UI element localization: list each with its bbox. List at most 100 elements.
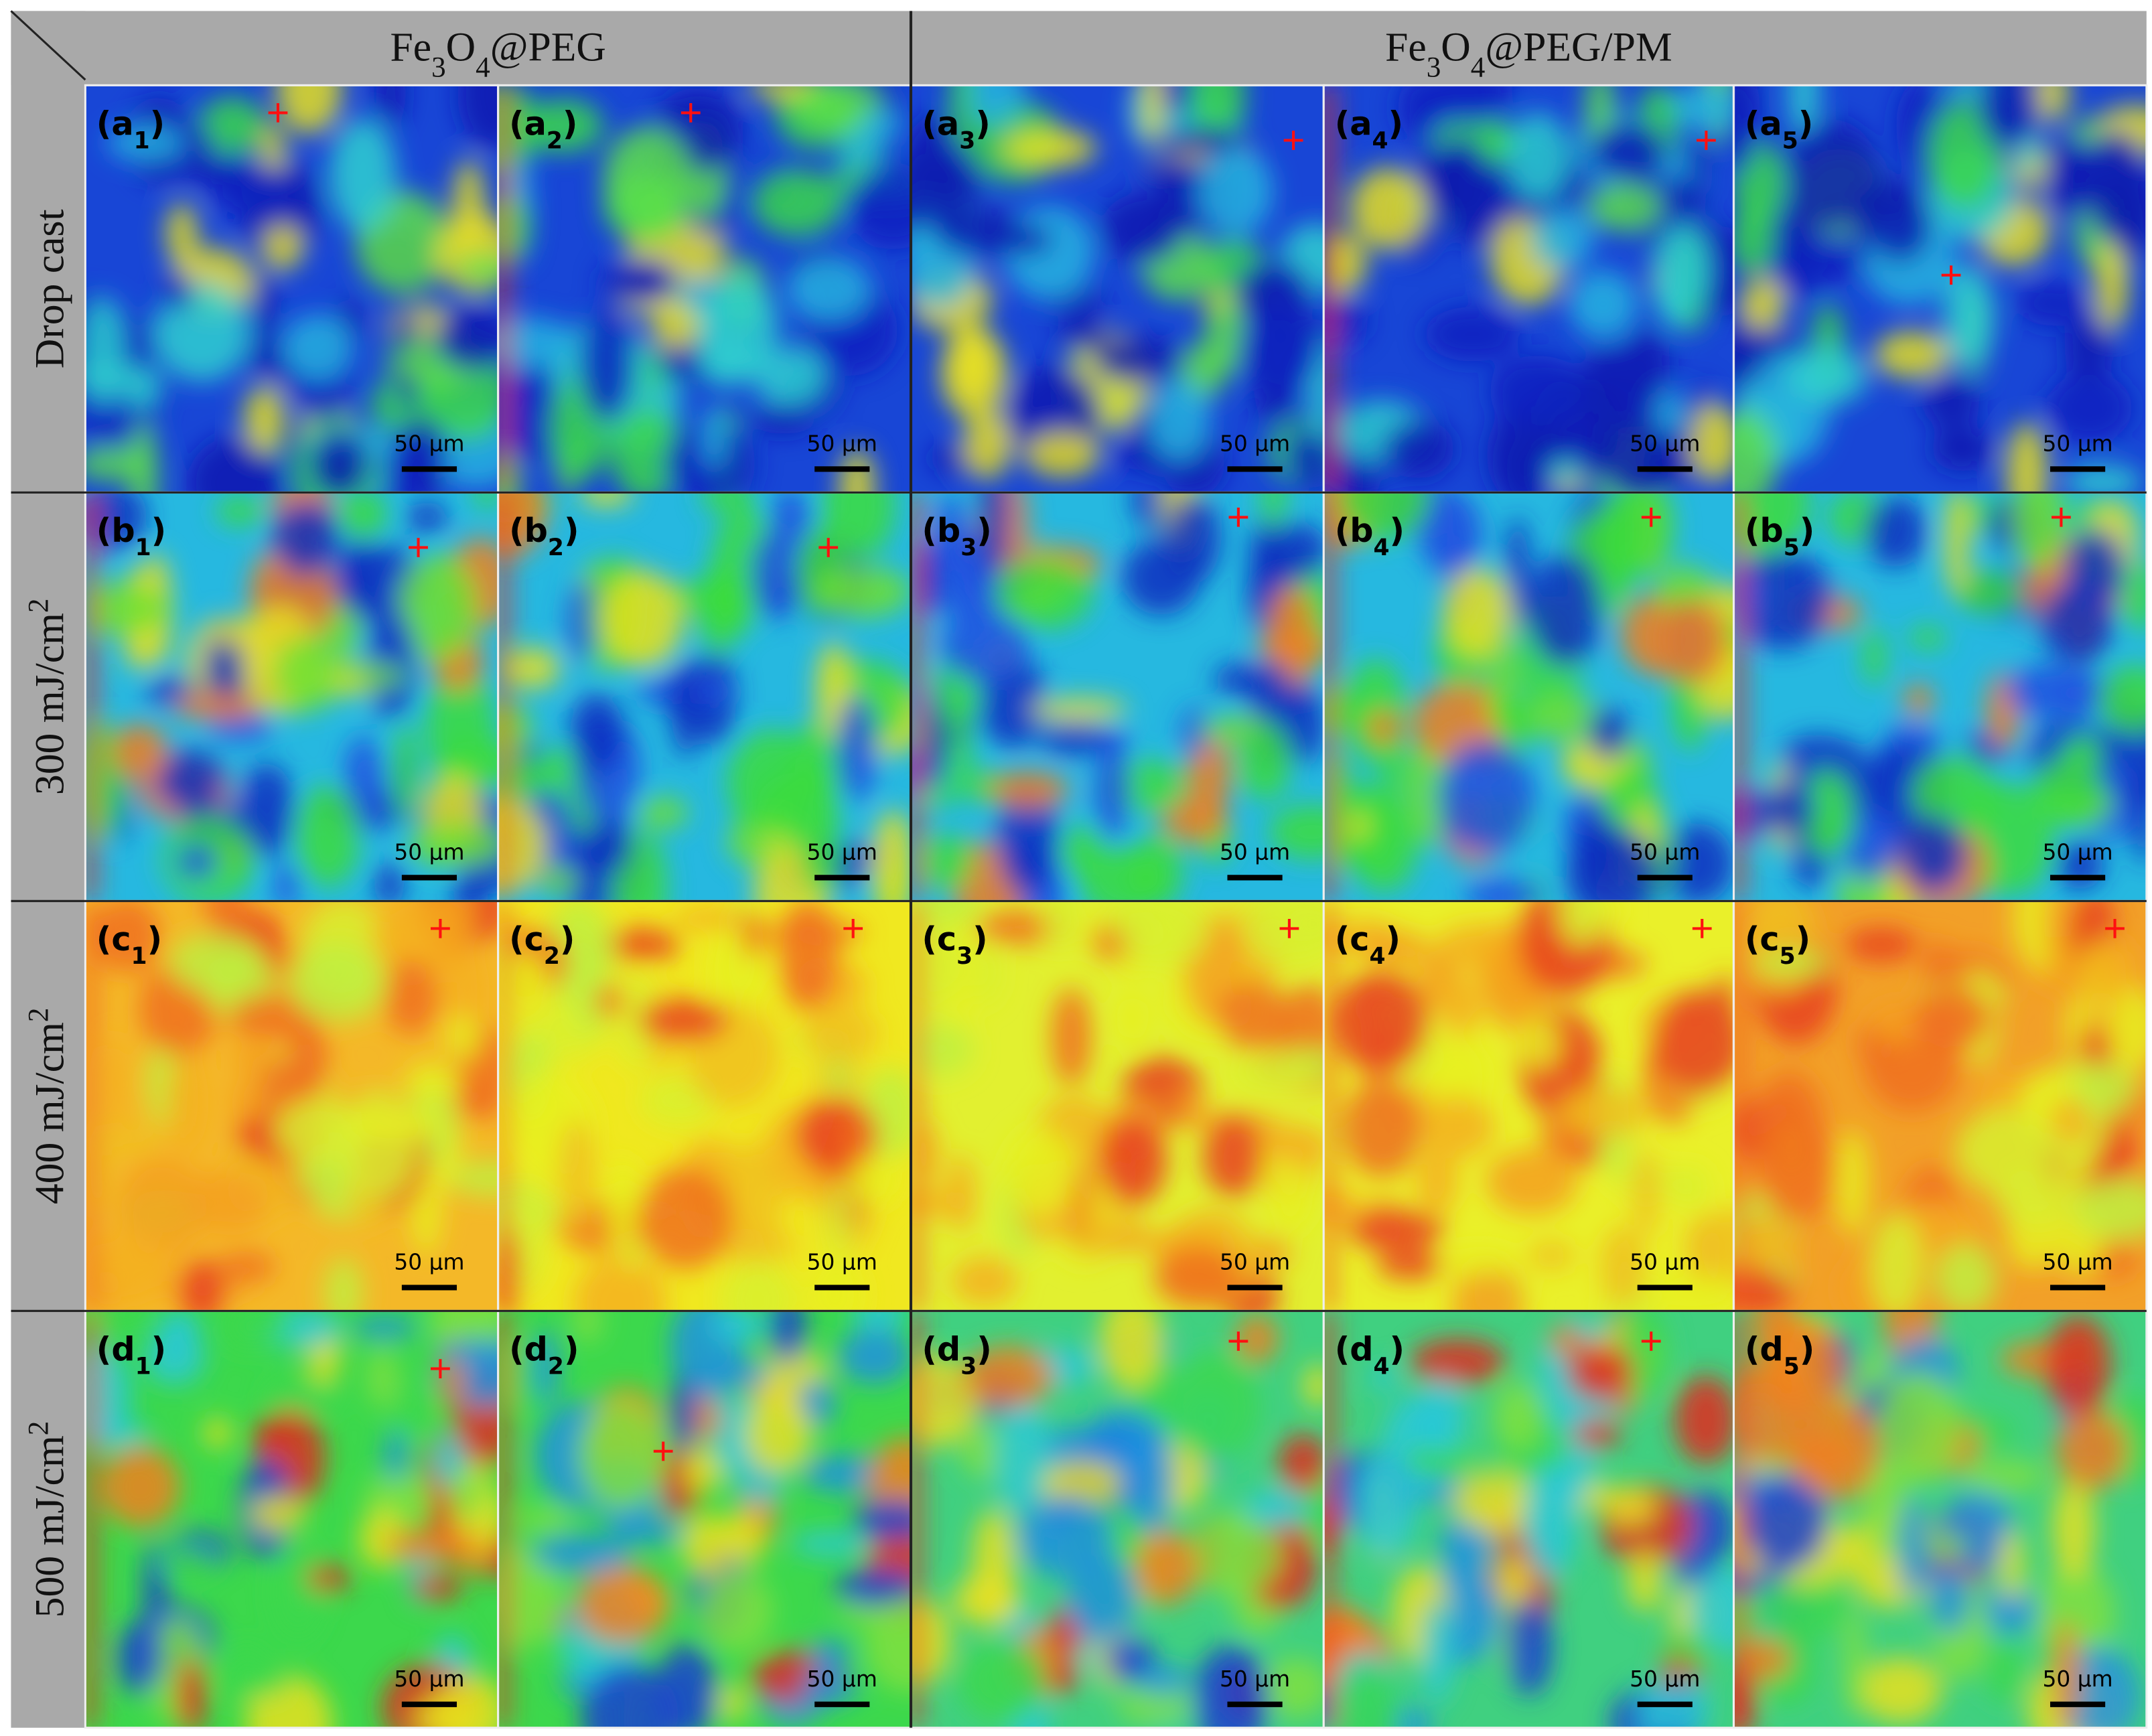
- heatmap: [85, 901, 498, 1311]
- heatmap-blobs: [498, 901, 911, 1311]
- heat-blob: [253, 1421, 279, 1455]
- heat-blob: [574, 1254, 667, 1311]
- heat-blob: [684, 1449, 722, 1493]
- edge-streak: [1323, 492, 1335, 901]
- heat-blob: [2114, 191, 2147, 268]
- heat-blob: [1914, 983, 1991, 1051]
- heat-blob: [1039, 719, 1108, 755]
- heat-blob: [1437, 740, 1534, 855]
- heat-blob: [2055, 1409, 2128, 1491]
- heat-blob: [946, 1154, 976, 1233]
- heat-blob: [1231, 1056, 1323, 1089]
- heat-blob: [385, 1528, 480, 1562]
- heat-blob: [1452, 1471, 1532, 1532]
- heat-blob: [1963, 1458, 2048, 1494]
- heat-blob: [980, 492, 1010, 572]
- heat-blob: [1061, 825, 1103, 878]
- heat-blob: [1573, 812, 1620, 891]
- heat-blob: [1506, 1597, 1553, 1696]
- heat-blob: [852, 1499, 911, 1540]
- heat-blob: [952, 1256, 1018, 1305]
- heat-blob: [2073, 1177, 2147, 1240]
- script-part: 4: [1374, 1353, 1390, 1380]
- heat-blob: [457, 85, 498, 151]
- heat-blob: [2035, 85, 2070, 123]
- scale-bar-label: 50 µm: [394, 839, 464, 865]
- heat-blob: [719, 1258, 796, 1311]
- heatmap-blobs: [1733, 1311, 2147, 1728]
- text-part: (b: [509, 511, 548, 550]
- script-part: 5: [1784, 1353, 1800, 1380]
- heat-blob: [1617, 329, 1671, 401]
- heat-blob: [498, 1545, 563, 1647]
- heat-blob: [1520, 1016, 1559, 1070]
- heatmap: [85, 85, 498, 493]
- heat-blob: [1841, 810, 1899, 881]
- heat-blob: [988, 771, 1069, 808]
- script-part: 2: [547, 127, 563, 154]
- heat-blob: [1733, 1638, 1791, 1681]
- heat-blob: [607, 1153, 639, 1256]
- heat-blob: [1985, 1642, 2024, 1703]
- heat-blob: [324, 1257, 363, 1311]
- heat-blob: [751, 404, 814, 434]
- heatmap-blobs: [498, 85, 911, 493]
- heat-blob: [2049, 1097, 2090, 1145]
- text-part: (c: [509, 920, 544, 958]
- heat-blob: [1376, 1249, 1445, 1280]
- heat-blob: [374, 863, 405, 901]
- heat-blob: [1568, 269, 1638, 339]
- heat-blob: [1094, 745, 1130, 841]
- heat-blob: [296, 1151, 350, 1198]
- heat-blob: [969, 941, 1000, 1004]
- heat-blob: [751, 530, 794, 620]
- scale-bar-label: 50 µm: [1630, 431, 1700, 457]
- text-part: ): [1388, 104, 1404, 143]
- heat-blob: [1017, 1496, 1115, 1578]
- heat-blob: [1153, 1246, 1243, 1309]
- script-part: 2: [548, 1353, 564, 1380]
- row-label: 500 mJ/cm2: [23, 1421, 73, 1618]
- heat-blob: [1242, 901, 1324, 968]
- marker-cross: [431, 1359, 450, 1378]
- heat-blob: [1354, 1449, 1417, 1558]
- row-label-band: [11, 11, 86, 1728]
- heat-blob: [2031, 759, 2104, 823]
- panel-label: (d2): [509, 1329, 579, 1380]
- heat-blob: [1653, 989, 1734, 1096]
- heat-blob: [1655, 390, 1687, 435]
- heat-blob: [1899, 816, 1967, 893]
- heat-blob: [274, 1098, 369, 1163]
- heatmap-blobs: [1323, 85, 1734, 493]
- heat-blob: [260, 1311, 290, 1342]
- panel-label: (d5): [1745, 1329, 1814, 1380]
- text-part: (d: [1335, 1329, 1374, 1368]
- heat-blob: [184, 1169, 271, 1235]
- heat-blob: [175, 1659, 206, 1728]
- text-part: (a: [509, 104, 547, 143]
- heat-blob: [1099, 1311, 1164, 1389]
- text-part: (c: [922, 920, 956, 958]
- heat-blob: [576, 1565, 669, 1644]
- heatmap: [85, 1311, 498, 1728]
- heatmap-blobs: [498, 1311, 911, 1728]
- heat-blob: [752, 346, 827, 407]
- heat-blob: [814, 565, 911, 618]
- text-part: ): [150, 104, 165, 143]
- edge-streak: [1323, 1311, 1335, 1728]
- marker-cross: [2052, 507, 2071, 527]
- heat-blob: [1337, 492, 1431, 541]
- heat-blob: [581, 1663, 679, 1728]
- heat-blob: [455, 255, 498, 284]
- heat-blob: [163, 270, 194, 313]
- scale-bar-label: 50 µm: [394, 431, 464, 457]
- heat-blob: [1980, 1074, 2023, 1116]
- heat-blob: [1687, 403, 1734, 482]
- heat-blob: [1283, 424, 1324, 490]
- heat-blob: [2053, 1619, 2079, 1728]
- heatmap: [1323, 901, 1734, 1311]
- heat-blob: [1904, 683, 1934, 717]
- heat-blob: [382, 959, 439, 1035]
- heat-blob: [1137, 1664, 1191, 1694]
- heat-blob: [1198, 147, 1273, 236]
